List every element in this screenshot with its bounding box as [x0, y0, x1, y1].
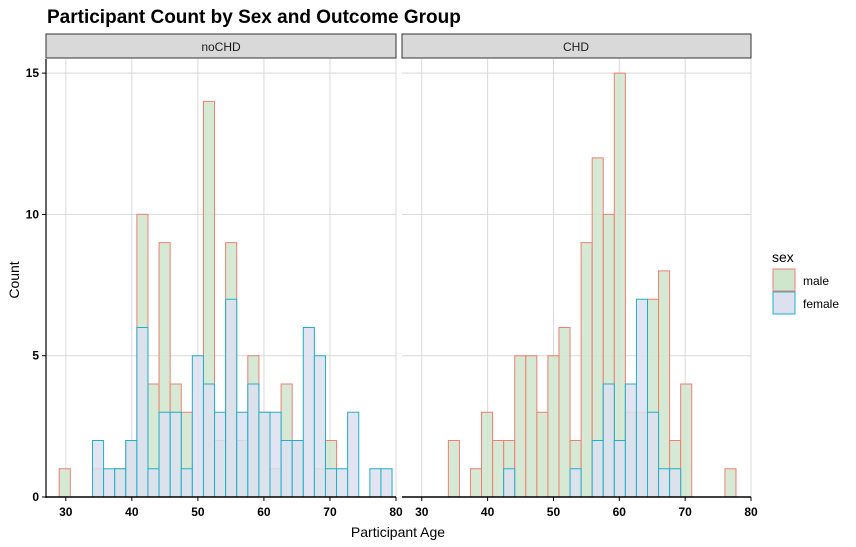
panel-label-nochd: noCHD	[201, 40, 241, 54]
histogram-bar-nochd-female	[291, 439, 304, 497]
histogram-bar-nochd-female	[369, 468, 382, 497]
histogram-bar-chd-male	[724, 468, 737, 497]
histogram-bar-nochd-female	[347, 411, 360, 497]
histogram-bar-nochd-female	[169, 411, 182, 497]
histogram-bar-nochd-female	[202, 383, 216, 497]
x-tick-label: 70	[323, 505, 337, 519]
legend-title: sex	[772, 249, 794, 265]
x-tick-label: 40	[125, 505, 139, 519]
histogram-bar-nochd-female	[147, 468, 160, 497]
histogram-bar-nochd-female	[214, 411, 227, 497]
histogram-bar-chd-male	[547, 355, 560, 497]
histogram-bar-chd-male	[492, 439, 505, 497]
histogram-bar-chd-male	[536, 411, 549, 497]
y-tick-label: 10	[26, 207, 40, 221]
x-tick-label: 50	[547, 505, 561, 519]
x-tick-label: 40	[481, 505, 495, 519]
x-tick-label: 30	[59, 505, 73, 519]
histogram-bar-chd-male	[680, 383, 693, 497]
histogram-bar-chd-male	[481, 411, 494, 497]
legend-key-male	[772, 268, 796, 292]
histogram-bar-chd-female	[669, 468, 682, 497]
histogram-bar-nochd-female	[324, 468, 338, 497]
y-tick-label: 15	[26, 66, 40, 80]
histogram-bar-nochd-female	[247, 383, 260, 497]
grid-chd	[402, 59, 752, 498]
histogram-bar-nochd-female	[280, 439, 293, 497]
bars-nochd	[58, 100, 393, 498]
panel-label-chd: CHD	[563, 40, 589, 54]
bars-chd	[415, 72, 737, 498]
histogram-bar-chd-female	[569, 468, 582, 497]
x-axis-title: Participant Age	[351, 524, 445, 540]
legend-label-male: male	[803, 274, 829, 288]
histogram-bar-chd-female	[503, 468, 516, 497]
x-tick-label: 80	[389, 505, 403, 519]
legend-key-female	[772, 291, 796, 315]
histogram-bar-chd-male	[514, 355, 527, 497]
histogram-bar-nochd-female	[158, 411, 171, 497]
histogram-bar-nochd-female	[269, 411, 282, 497]
panel-nochd: noCHD	[45, 33, 397, 498]
histogram-bar-chd-female	[602, 383, 615, 497]
histogram-bar-nochd-female	[380, 468, 393, 497]
x-tick-label: 50	[191, 505, 205, 519]
panel-chd: CHD	[401, 33, 752, 498]
histogram-bar-nochd-female	[136, 326, 149, 497]
histogram-bar-chd-female	[635, 298, 648, 497]
legend: sex male female	[772, 249, 839, 315]
histogram-bar-nochd-female	[313, 355, 326, 497]
y-axis-title: Count	[6, 261, 22, 298]
x-tick-label: 70	[678, 505, 692, 519]
histogram-bar-chd-male	[658, 270, 671, 497]
histogram-bar-nochd-female	[336, 468, 349, 497]
histogram-bar-chd-male	[525, 355, 538, 497]
histogram-bar-nochd-female	[225, 298, 238, 497]
histogram-bar-chd-female	[591, 439, 604, 497]
histogram-bar-chd-male	[580, 242, 593, 497]
histogram-bar-chd-female	[613, 439, 626, 497]
histogram-bar-chd-male	[469, 468, 483, 497]
histogram-bar-chd-male	[447, 439, 460, 497]
x-tick-label: 80	[744, 505, 758, 519]
legend-label-female: female	[803, 297, 839, 311]
histogram-bar-chd-female	[658, 468, 671, 497]
panel-strip-nochd	[45, 33, 397, 59]
histogram-bar-nochd-female	[258, 411, 271, 497]
y-tick-label: 0	[32, 490, 39, 504]
histogram-bar-chd-male	[558, 326, 571, 497]
chart-title: Participant Count by Sex and Outcome Gro…	[47, 7, 461, 28]
histogram-bar-nochd-female	[103, 468, 116, 497]
histogram-bar-chd-female	[624, 383, 637, 497]
axes: 0 5 10 15 30 40 50 60 70 80 30 40 50 60 70 80	[26, 59, 758, 519]
x-tick-label: 30	[415, 505, 429, 519]
x-tick-label: 60	[613, 505, 627, 519]
histogram-bar-nochd-female	[191, 355, 204, 497]
y-tick-label: 5	[32, 349, 39, 363]
histogram-bar-nochd-female	[114, 468, 127, 497]
x-tick-label: 60	[257, 505, 271, 519]
histogram-bar-chd-female	[646, 411, 660, 497]
histogram-bar-nochd-male	[58, 468, 71, 497]
histogram-bar-chd-male	[613, 72, 626, 497]
panel-strip-chd	[401, 33, 752, 59]
histogram-bar-nochd-female	[302, 326, 315, 497]
histogram-bar-nochd-female	[125, 439, 138, 497]
histogram-bar-nochd-female	[180, 468, 193, 497]
histogram-bar-nochd-female	[91, 439, 105, 497]
histogram-bar-nochd-female	[236, 411, 249, 497]
